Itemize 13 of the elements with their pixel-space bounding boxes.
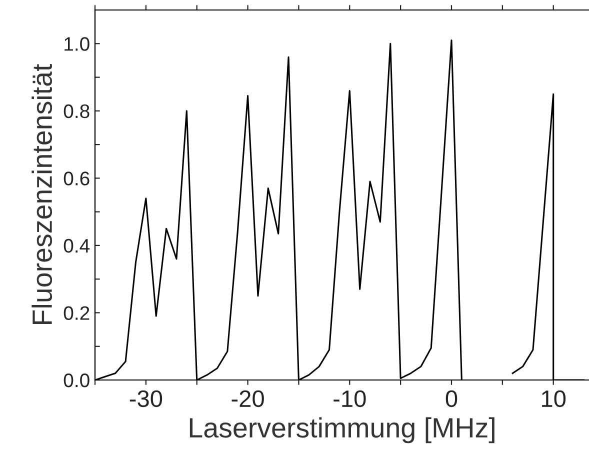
x-tick-label: 10: [542, 390, 566, 408]
y-tick-label: 0.2: [64, 306, 90, 320]
y-tick-label: 0.8: [64, 104, 90, 118]
y-tick-label: 0.4: [64, 238, 90, 253]
y-axis-title: Fluoreszenzintensität: [32, 64, 52, 324]
y-tick-label: 1.0: [64, 37, 90, 51]
x-tick-label: -30: [130, 390, 162, 408]
x-tick-label: -20: [232, 390, 264, 408]
x-axis-title: Laserverstimmung [MHz]: [190, 417, 494, 444]
x-tick-label: 0: [446, 390, 458, 408]
y-tick-label: 0.0: [64, 373, 90, 388]
x-tick-label: -10: [334, 390, 366, 408]
y-tick-label: 0.6: [64, 172, 90, 186]
